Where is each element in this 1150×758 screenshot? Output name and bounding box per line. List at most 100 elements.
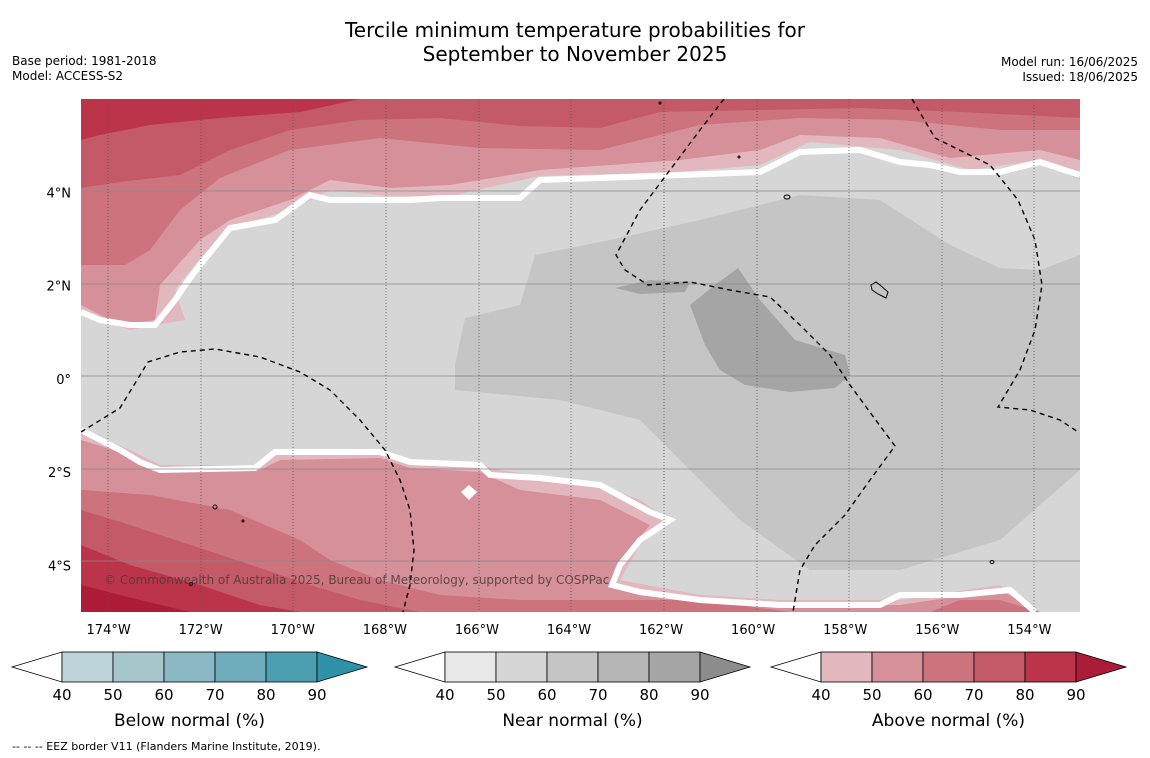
colorbar-2-segment-4 xyxy=(1024,651,1077,683)
lat-label-2: 0° xyxy=(56,373,71,388)
colorbar-2-segment-2 xyxy=(922,651,975,683)
colorbar-2-tick-5: 90 xyxy=(1066,686,1085,704)
title-line-1: Tercile minimum temperature probabilitie… xyxy=(344,18,806,42)
island-e xyxy=(989,560,995,564)
colorbar-legends: 40 50 60 70 80 90 Below normal (%) 40 50 60 70 80 90… xyxy=(10,651,1128,731)
island-c xyxy=(212,504,218,510)
forty-percent-contour-north xyxy=(81,146,1080,328)
island-f xyxy=(737,155,741,159)
colorbar-2-tick-1: 50 xyxy=(862,686,881,704)
colorbar-0-high-arrow xyxy=(316,651,369,683)
colorbar-2-segment-1 xyxy=(871,651,924,683)
map-fields xyxy=(81,99,1080,612)
parallels xyxy=(81,190,1080,562)
colorbar-0-tick-4: 80 xyxy=(256,686,275,704)
colorbar-0-low-arrow xyxy=(10,651,63,683)
title-line-2: September to November 2025 xyxy=(422,42,728,66)
colorbar-2-high-arrow xyxy=(1075,651,1128,683)
colorbar-2: 40 50 60 70 80 90 Above normal (%) xyxy=(769,651,1128,731)
colorbar-0-segment-1 xyxy=(112,651,165,683)
colorbar-2-tick-3: 70 xyxy=(964,686,983,704)
near-normal-70-region xyxy=(690,268,850,392)
colorbar-2-tick-4: 80 xyxy=(1015,686,1034,704)
island-a xyxy=(783,194,791,200)
above-normal-north-70 xyxy=(81,99,1080,188)
lon-label-5: 164°W xyxy=(547,623,591,638)
colorbar-0-tick-2: 60 xyxy=(154,686,173,704)
colorbar-1-segment-3 xyxy=(597,651,650,683)
colorbar-0-tick-0: 40 xyxy=(52,686,71,704)
eez-border-east xyxy=(911,99,1079,433)
map-title: Tercile minimum temperature probabilitie… xyxy=(0,18,1150,66)
colorbar-1-tick-0: 40 xyxy=(435,686,454,704)
lon-label-0: 174°W xyxy=(87,623,131,638)
base-period-text: Base period: 1981-2018 xyxy=(12,54,157,68)
near-normal-70-patch xyxy=(615,280,690,294)
colorbar-0-segment-2 xyxy=(163,651,216,683)
island-g xyxy=(658,101,662,105)
island-b xyxy=(870,281,889,299)
colorbar-0-tick-1: 50 xyxy=(103,686,122,704)
lon-label-4: 166°W xyxy=(455,623,499,638)
model-text: Model: ACCESS-S2 xyxy=(12,69,124,83)
forty-percent-contour-south xyxy=(81,427,1037,612)
lon-label-1: 172°W xyxy=(179,623,223,638)
colorbar-2-tick-2: 60 xyxy=(913,686,932,704)
islands xyxy=(189,101,995,586)
above-normal-south-80 xyxy=(81,545,300,612)
above-normal-north-60 xyxy=(81,99,1080,265)
colorbar-1-segment-4 xyxy=(648,651,701,683)
colorbar-0-segment-0 xyxy=(61,651,114,683)
eez-border-central xyxy=(615,99,896,612)
colorbar-1-segment-0 xyxy=(444,651,497,683)
colorbar-2-segment-0 xyxy=(820,651,873,683)
lat-label-0: 4°N xyxy=(47,186,72,201)
colorbar-0-tick-3: 70 xyxy=(205,686,224,704)
white-diamond xyxy=(461,485,477,500)
model-run-text: Model run: 16/06/2025 xyxy=(1000,55,1138,69)
eez-borders xyxy=(81,99,1079,612)
lat-label-4: 4°S xyxy=(48,559,71,574)
colorbar-0-tick-5: 90 xyxy=(307,686,326,704)
colorbar-1-title: Near normal (%) xyxy=(502,711,642,731)
copyright-notice: © Commonwealth of Australia 2025, Bureau… xyxy=(104,573,609,587)
colorbar-2-tick-0: 40 xyxy=(811,686,830,704)
colorbar-0-segment-3 xyxy=(214,651,267,683)
lon-label-8: 158°W xyxy=(823,623,867,638)
longitude-labels: 174°W 172°W 170°W 168°W 166°W 164°W 162°W 160°W… xyxy=(87,623,1052,638)
colorbar-1-high-arrow xyxy=(699,651,752,683)
lon-label-10: 154°W xyxy=(1007,623,1051,638)
colorbar-1-low-arrow xyxy=(393,651,446,683)
colorbar-1: 40 50 60 70 80 90 Near normal (%) xyxy=(393,651,752,731)
lon-label-3: 168°W xyxy=(363,623,407,638)
colorbar-1-segment-2 xyxy=(546,651,599,683)
lat-label-1: 2°N xyxy=(47,280,72,295)
meta-left: Base period: 1981-2018 Model: ACCESS-S2 xyxy=(12,54,157,84)
meta-right: Model run: 16/06/2025 Issued: 18/06/2025 xyxy=(1001,55,1138,85)
colorbar-1-segment-1 xyxy=(495,651,548,683)
colorbar-1-tick-4: 80 xyxy=(639,686,658,704)
colorbar-0-title: Below normal (%) xyxy=(114,711,265,731)
lon-label-6: 162°W xyxy=(639,623,683,638)
lon-label-9: 156°W xyxy=(915,623,959,638)
island-d xyxy=(241,519,245,523)
colorbar-2-low-arrow xyxy=(769,651,822,683)
island-h xyxy=(189,582,193,586)
eez-footnote: -- -- -- EEZ border V11 (Flanders Marine… xyxy=(12,740,321,753)
colorbar-2-title: Above normal (%) xyxy=(872,711,1025,731)
colorbar-1-tick-1: 50 xyxy=(486,686,505,704)
colorbar-2-segment-3 xyxy=(973,651,1026,683)
issued-text: Issued: 18/06/2025 xyxy=(1022,70,1138,84)
above-normal-south-60-east xyxy=(930,600,1040,612)
eez-border-west xyxy=(81,348,415,612)
colorbar-1-tick-3: 70 xyxy=(588,686,607,704)
colorbar-0: 40 50 60 70 80 90 Below normal (%) xyxy=(10,651,369,731)
above-normal-north-80 xyxy=(81,99,360,140)
above-normal-north-50 xyxy=(81,99,1080,325)
colorbar-1-tick-5: 90 xyxy=(690,686,709,704)
lon-label-7: 160°W xyxy=(731,623,775,638)
lat-label-3: 2°S xyxy=(48,466,71,481)
lon-label-2: 170°W xyxy=(271,623,315,638)
colorbar-0-segment-4 xyxy=(265,651,318,683)
